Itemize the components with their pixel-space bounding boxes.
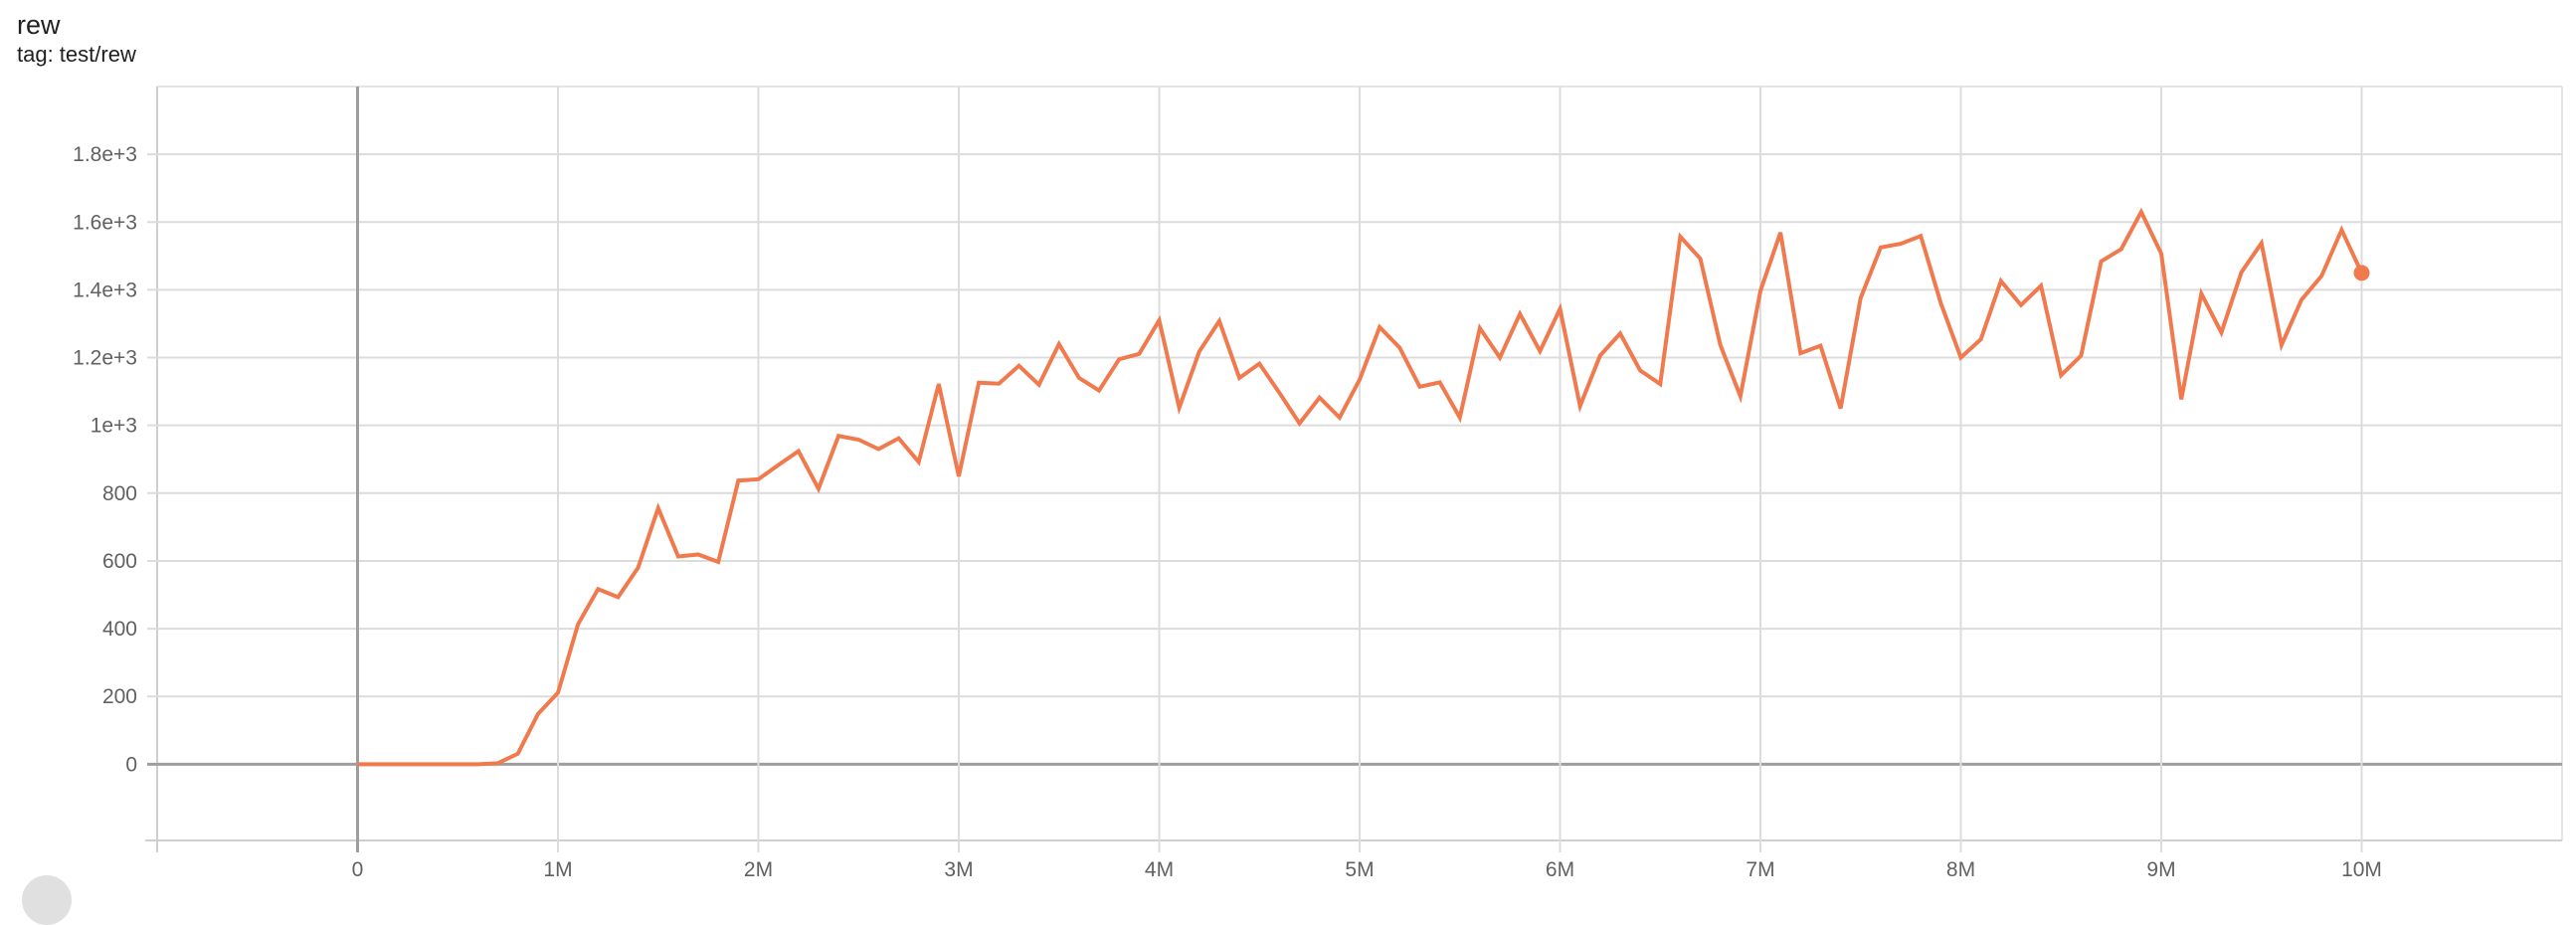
chart-tag: tag: test/rew <box>17 42 136 67</box>
x-tick-label: 10M <box>2341 858 2382 881</box>
x-tick-label: 8M <box>1946 858 1975 881</box>
line-chart[interactable]: 0 200 400 600 800 1e+3 1.2e+3 1.4e+3 1.6e+3 1.8e+… <box>0 0 2576 891</box>
x-tick-label: 9M <box>2146 858 2175 881</box>
tick-labels: 0 200 400 600 800 1e+3 1.2e+3 1.4e+3 1.6e+3 1.8e+… <box>73 143 2382 881</box>
y-tick-label: 1.6e+3 <box>73 211 137 234</box>
chart-title: rew <box>17 10 61 40</box>
y-tick-label: 1.4e+3 <box>73 278 137 301</box>
x-tick-label: 6M <box>1546 858 1574 881</box>
last-point-marker <box>2353 265 2370 281</box>
y-tick-label: 200 <box>102 685 137 708</box>
x-tick-label: 0 <box>352 858 364 881</box>
x-tick-label: 2M <box>744 858 773 881</box>
y-tick-label: 800 <box>102 482 137 505</box>
x-tick-label: 1M <box>543 858 572 881</box>
x-tick-label: 7M <box>1746 858 1774 881</box>
y-tick-label: 1.8e+3 <box>73 143 137 166</box>
y-tick-label: 600 <box>102 550 137 573</box>
y-tick-label: 400 <box>102 618 137 641</box>
y-tick-label: 1e+3 <box>91 415 137 438</box>
x-tick-label: 5M <box>1345 858 1374 881</box>
series-line <box>357 207 2364 767</box>
series-rew <box>357 207 2370 767</box>
fit-domain-button[interactable] <box>22 875 72 925</box>
x-tick-label: 4M <box>1145 858 1174 881</box>
x-tick-label: 3M <box>944 858 973 881</box>
y-tick-label: 1.2e+3 <box>73 347 137 370</box>
grid <box>145 86 2563 852</box>
y-tick-label: 0 <box>125 753 137 776</box>
